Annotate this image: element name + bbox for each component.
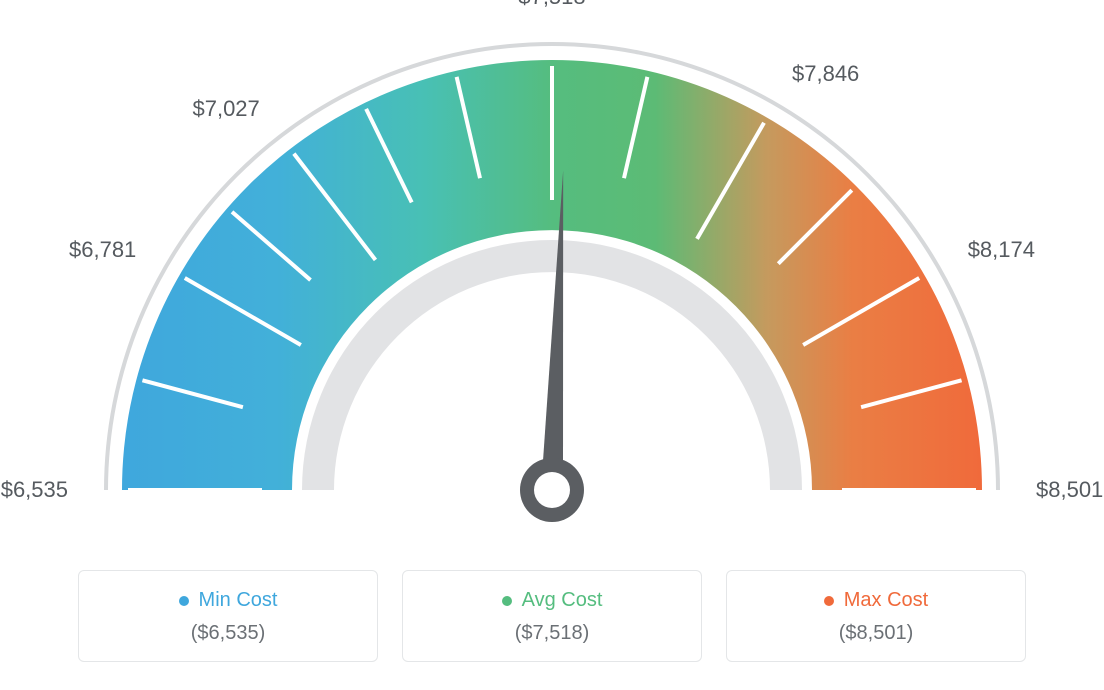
legend-card-max: Max Cost ($8,501): [726, 570, 1026, 662]
gauge-tick-label: $6,781: [69, 237, 136, 263]
gauge-tick-label: $6,535: [1, 477, 68, 503]
circle-icon: [824, 596, 834, 606]
gauge-tick-label: $7,027: [192, 96, 259, 122]
gauge-chart: $6,535$6,781$7,027$7,518$7,846$8,174$8,5…: [20, 20, 1084, 540]
legend-value-min: ($6,535): [79, 622, 377, 645]
legend-row: Min Cost ($6,535) Avg Cost ($7,518) Max …: [20, 570, 1084, 662]
legend-value-avg: ($7,518): [403, 622, 701, 645]
legend-card-min: Min Cost ($6,535): [78, 570, 378, 662]
legend-title-max: Max Cost: [844, 589, 928, 612]
legend-title-avg: Avg Cost: [522, 589, 603, 612]
gauge-svg: [20, 20, 1084, 540]
legend-title-min: Min Cost: [199, 589, 278, 612]
circle-icon: [502, 596, 512, 606]
legend-card-avg: Avg Cost ($7,518): [402, 570, 702, 662]
gauge-tick-label: $8,501: [1036, 477, 1103, 503]
gauge-tick-label: $7,846: [792, 61, 859, 87]
gauge-tick-label: $8,174: [968, 237, 1035, 263]
circle-icon: [179, 596, 189, 606]
legend-value-max: ($8,501): [727, 622, 1025, 645]
gauge-tick-label: $7,518: [518, 0, 585, 10]
